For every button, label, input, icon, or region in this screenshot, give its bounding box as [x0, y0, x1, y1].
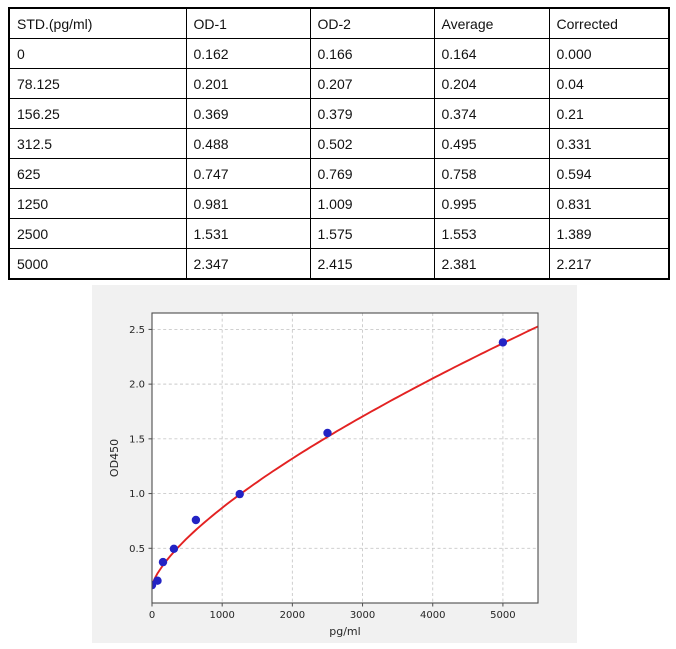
std-concentration-cell: 0	[8, 38, 187, 69]
value-cell: 2.347	[185, 248, 311, 280]
x-tick-label: 0	[149, 610, 155, 621]
value-cell: 0.331	[548, 128, 670, 159]
value-cell: 0.164	[433, 38, 550, 69]
table-row: 1250 0.981 1.009 0.995 0.831	[8, 188, 670, 219]
std-concentration-cell: 625	[8, 158, 187, 189]
std-concentration-cell: 312.5	[8, 128, 187, 159]
value-cell: 0.162	[185, 38, 311, 69]
data-point	[235, 489, 244, 499]
table-header-row: STD.(pg/ml) OD-1 OD-2 Average Corrected	[8, 7, 670, 39]
value-cell: 0.04	[548, 68, 670, 99]
value-cell: 0.207	[309, 68, 435, 99]
value-cell: 0.981	[185, 188, 311, 219]
value-cell: 2.217	[548, 248, 670, 280]
table-row: 625 0.747 0.769 0.758 0.594	[8, 158, 670, 189]
x-tick-label: 3000	[350, 610, 375, 621]
value-cell: 0.495	[433, 128, 550, 159]
y-tick-label: 0.5	[129, 544, 145, 555]
table-row: 312.5 0.488 0.502 0.495 0.331	[8, 128, 670, 159]
value-cell: 0.831	[548, 188, 670, 219]
table-row: 2500 1.531 1.575 1.553 1.389	[8, 218, 670, 249]
y-tick-label: 1.5	[129, 434, 145, 445]
column-header: STD.(pg/ml)	[8, 7, 187, 39]
value-cell: 1.531	[185, 218, 311, 249]
value-cell: 2.415	[309, 248, 435, 280]
std-concentration-cell: 156.25	[8, 98, 187, 129]
value-cell: 1.389	[548, 218, 670, 249]
data-point	[169, 544, 179, 553]
x-tick-label: 1000	[209, 610, 234, 621]
value-cell: 0.166	[309, 38, 435, 69]
table-row: 156.25 0.369 0.379 0.374 0.21	[8, 98, 670, 129]
value-cell: 0.21	[548, 98, 670, 129]
value-cell: 1.553	[433, 218, 550, 249]
x-tick-label: 4000	[420, 610, 445, 621]
value-cell: 0.747	[185, 158, 311, 189]
value-cell: 0.995	[433, 188, 550, 219]
value-cell: 0.379	[309, 98, 435, 129]
column-header: OD-2	[309, 7, 435, 39]
y-tick-label: 1.0	[129, 489, 145, 500]
table-row: 78.125 0.201 0.207 0.204 0.04	[8, 68, 670, 99]
value-cell: 0.204	[433, 68, 550, 99]
data-point	[158, 557, 168, 567]
data-point	[498, 338, 508, 347]
table-row: 0 0.162 0.166 0.164 0.000	[8, 38, 670, 69]
std-concentration-cell: 78.125	[8, 68, 187, 99]
value-cell: 0.374	[433, 98, 550, 129]
table-row: 5000 2.347 2.415 2.381 2.217	[8, 248, 670, 280]
column-header: OD-1	[185, 7, 311, 39]
data-point	[323, 428, 332, 438]
standards-table: STD.(pg/ml) OD-1 OD-2 Average Corrected 0 0.1…	[8, 7, 670, 280]
value-cell: 1.575	[309, 218, 435, 249]
x-axis-label: pg/ml	[329, 625, 360, 638]
plot-area	[152, 313, 538, 603]
value-cell: 0.769	[309, 158, 435, 189]
value-cell: 0.000	[548, 38, 670, 69]
x-tick-label: 2000	[280, 610, 305, 621]
data-point	[153, 576, 162, 585]
value-cell: 0.758	[433, 158, 550, 189]
x-tick-label: 5000	[490, 610, 515, 621]
value-cell: 0.201	[185, 68, 311, 99]
std-concentration-cell: 1250	[8, 188, 187, 219]
value-cell: 0.502	[309, 128, 435, 159]
column-header: Corrected	[548, 7, 670, 39]
y-axis-label: OD450	[108, 439, 121, 477]
value-cell: 2.381	[433, 248, 550, 280]
standard-curve-chart: 0 1000 2000 3000 4000 5000 0.5 1.0 1.5 2.0 2.5 pg/m…	[92, 285, 577, 643]
std-concentration-cell: 5000	[8, 248, 187, 280]
value-cell: 1.009	[309, 188, 435, 219]
y-tick-label: 2.0	[129, 380, 145, 391]
column-header: Average	[433, 7, 550, 39]
plot-border	[151, 312, 539, 604]
std-concentration-cell: 2500	[8, 218, 187, 249]
value-cell: 0.369	[185, 98, 311, 129]
data-point	[191, 515, 201, 525]
value-cell: 0.488	[185, 128, 311, 159]
y-tick-label: 2.5	[129, 325, 145, 336]
value-cell: 0.594	[548, 158, 670, 189]
